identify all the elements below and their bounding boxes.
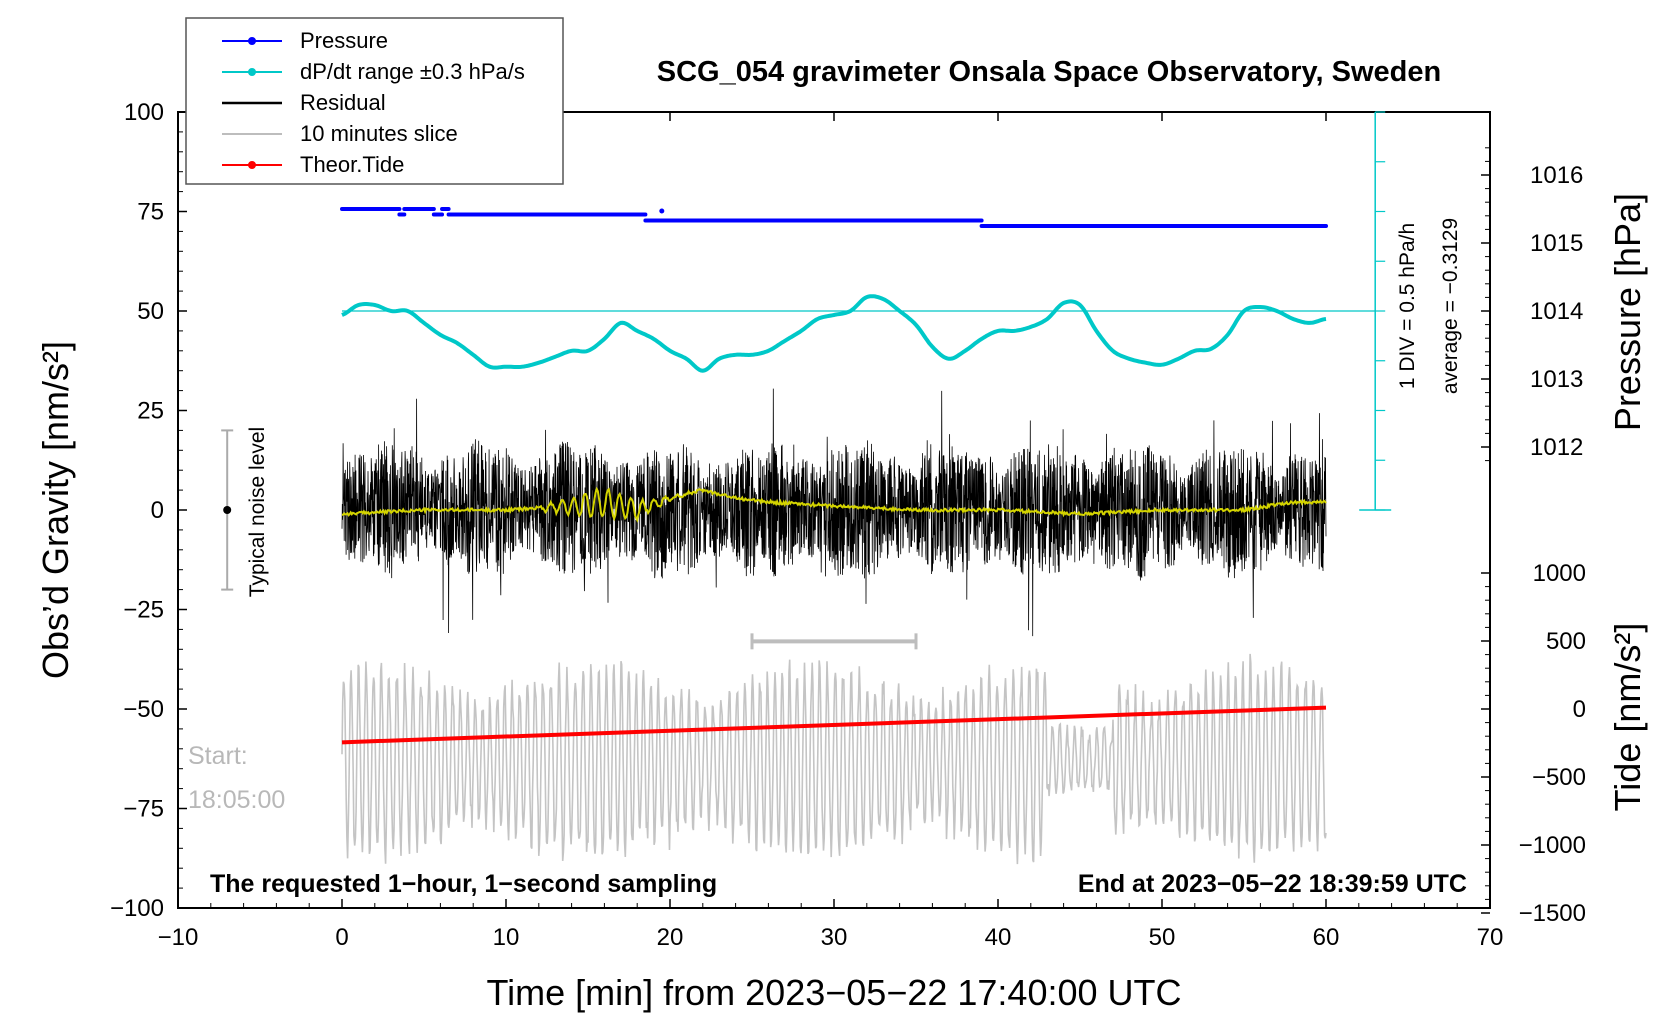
legend-marker: [248, 37, 256, 45]
legend-label: Residual: [300, 90, 386, 115]
y-tick-label-left: −100: [110, 895, 164, 922]
residual-line: [341, 388, 1327, 637]
start-label: Start:: [188, 742, 248, 770]
legend-marker: [248, 68, 256, 76]
x-tick-label: 70: [1477, 924, 1504, 951]
tide-tick-label: 500: [1546, 628, 1586, 655]
residual-layer: [341, 388, 1327, 637]
scale-average-label: average = −0.3129: [1439, 218, 1462, 394]
start-time-label: 18:05:00: [188, 786, 285, 814]
x-tick-label: 50: [1149, 924, 1176, 951]
noise-bar-dot: [223, 506, 232, 514]
y-tick-label-left: 50: [137, 298, 164, 325]
tide-tick-label: 0: [1573, 696, 1586, 723]
chart-title: SCG_054 gravimeter Onsala Space Observat…: [657, 56, 1441, 88]
slice-line: [341, 653, 1327, 865]
y-tick-label-left: −75: [123, 796, 164, 823]
legend: Pressure dP/dt range ±0.3 hPa/s Residual 10…: [185, 17, 564, 185]
x-tick-label: 20: [657, 924, 684, 951]
legend-label: Pressure: [300, 28, 388, 53]
legend-marker: [248, 161, 256, 169]
noise-level-label: Typical noise level: [246, 427, 269, 597]
tide-line: [341, 705, 1327, 745]
dpdt-line: [341, 294, 1327, 373]
y-axis-title-pressure: Pressure [hPa]: [1607, 193, 1648, 431]
pressure-tick-label: 1015: [1530, 230, 1583, 257]
legend-label: dP/dt range ±0.3 hPa/s: [300, 59, 525, 84]
tide-tick-label: −1500: [1519, 900, 1586, 927]
end-time-note: End at 2023−05−22 18:39:59 UTC: [1078, 870, 1467, 898]
tide-layer: [341, 705, 1327, 745]
x-axis-title: Time [min] from 2023−05−22 17:40:00 UTC: [486, 972, 1181, 1013]
tide-tick-label: −500: [1532, 764, 1586, 791]
dpdt-layer: [341, 111, 1392, 511]
y-tick-label-left: −50: [123, 696, 164, 723]
x-tick-label: 10: [493, 924, 520, 951]
pressure-tick-label: 1012: [1530, 434, 1583, 461]
average-layer: [342, 486, 1327, 523]
pressure-tick-label: 1013: [1530, 366, 1583, 393]
y-tick-label-left: 100: [124, 99, 164, 126]
pressure-tick-label: 1014: [1530, 298, 1583, 325]
x-tick-label: 0: [335, 924, 348, 951]
legend-box: [185, 17, 564, 185]
legend-label: Theor.Tide: [300, 152, 404, 177]
legend-label: 10 minutes slice: [300, 121, 458, 146]
pressure-point: [659, 208, 665, 214]
misc-layer: [221, 429, 918, 650]
y-tick-label-left: 25: [137, 398, 164, 425]
scale-div-label: 1 DIV = 0.5 hPa/h: [1396, 223, 1419, 389]
x-tick-label: 30: [821, 924, 848, 951]
x-tick-label: 40: [985, 924, 1012, 951]
y-tick-label-left: 0: [151, 497, 164, 524]
ticks-layer: −10 0 10 20 30 40 50 60 701007550250−25−50−75−10…: [110, 99, 1586, 951]
tide-tick-label: 1000: [1533, 560, 1586, 587]
x-tick-label: 60: [1313, 924, 1340, 951]
y-tick-label-left: −25: [123, 597, 164, 624]
average-residual-line: [342, 486, 1327, 523]
tide-tick-label: −1000: [1519, 832, 1586, 859]
sampling-note: The requested 1−hour, 1−second sampling: [210, 870, 717, 898]
pressure-tick-label: 1016: [1530, 162, 1583, 189]
y-axis-title-tide: Tide [nm/s²]: [1607, 623, 1648, 812]
y-axis-title-left: Obs’d Gravity [nm/s²]: [35, 341, 76, 679]
pressure-layer: [340, 207, 1328, 228]
slice-layer: [341, 653, 1327, 865]
x-tick-label: −10: [158, 924, 199, 951]
y-tick-label-left: 75: [137, 199, 164, 226]
